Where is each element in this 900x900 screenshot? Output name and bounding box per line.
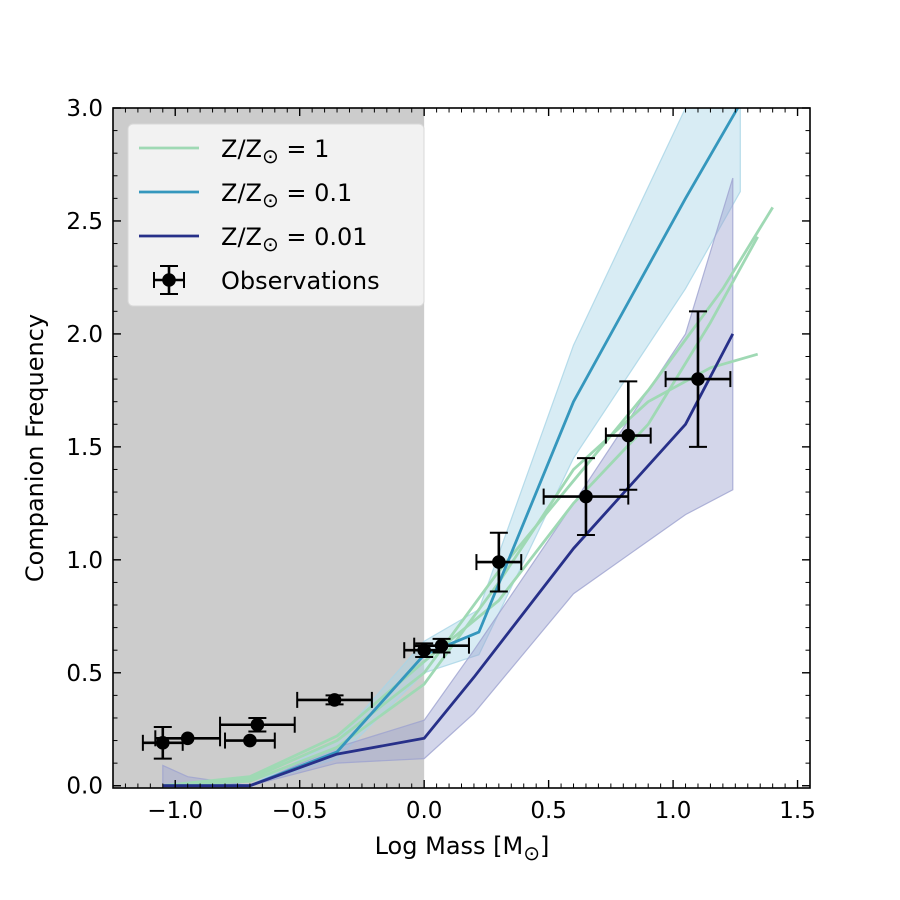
series-line-z1-2 <box>162 236 759 788</box>
y-tick-label: 3.0 <box>66 96 103 122</box>
observations-layer <box>141 310 732 760</box>
observation-point <box>154 730 222 747</box>
legend-entry-z1: Z/Z⊙ = 1 <box>139 135 329 168</box>
legend-label-value: = 0.01 <box>279 223 368 251</box>
x-axis-label: Log Mass [M⊙] <box>375 832 550 865</box>
legend-obs-marker <box>162 273 176 287</box>
legend-label: Z/Z⊙ = 1 <box>221 135 329 168</box>
observation-marker <box>621 428 636 443</box>
y-axis-label: Companion Frequency <box>21 314 49 582</box>
legend-label-prefix: Z/Z <box>221 179 262 207</box>
legend-entry-z001: Z/Z⊙ = 0.01 <box>139 223 368 256</box>
legend-label-value: = 0.1 <box>279 179 353 207</box>
legend-label-prefix: Z/Z <box>221 223 262 251</box>
legend-box <box>127 123 425 307</box>
observation-marker <box>691 372 705 386</box>
x-tick-label: −1.0 <box>147 798 203 824</box>
x-axis-label-bracket: ] <box>540 832 549 860</box>
observation-point <box>413 637 470 654</box>
legend-label-prefix: Z/Z <box>221 135 262 163</box>
observation-point <box>219 716 296 733</box>
legend-label-sun-symbol: ⊙ <box>262 232 279 256</box>
legend-label-sun-symbol: ⊙ <box>262 188 279 212</box>
x-tick-label: 0.5 <box>530 798 567 824</box>
observation-point <box>296 691 373 708</box>
legend-entry-obs: Observations <box>153 265 380 295</box>
axes-layer: −1.0 −0.5 0.0 0.5 1.0 1.5 0.0 0.5 1.0 1.5 2.0 2.5 3.… <box>66 96 815 824</box>
legend-label-value: = 1 <box>279 135 330 163</box>
observation-point <box>604 380 652 491</box>
observation-point <box>224 732 276 749</box>
y-tick-label: 2.5 <box>66 209 103 235</box>
observation-marker <box>492 555 506 569</box>
y-tick-label: 1.0 <box>66 548 103 574</box>
x-axis-label-text: Log Mass [M <box>375 832 524 860</box>
y-tick-label: 2.0 <box>66 322 103 348</box>
x-tick-label: 0.0 <box>406 798 443 824</box>
legend-entry-z01: Z/Z⊙ = 0.1 <box>139 179 352 212</box>
x-tick-label: 1.0 <box>655 798 692 824</box>
observation-point <box>664 310 732 448</box>
x-axis-label-sun-symbol: ⊙ <box>523 841 540 865</box>
series-line-z001-4 <box>162 333 735 788</box>
observation-marker <box>434 638 449 653</box>
observation-marker <box>327 693 342 707</box>
legend: Z/Z⊙ = 1Z/Z⊙ = 0.1Z/Z⊙ = 0.01Observation… <box>127 123 425 307</box>
legend-label-sun-symbol: ⊙ <box>262 144 279 168</box>
observation-marker <box>180 731 195 746</box>
y-tick-label: 0.5 <box>66 661 103 687</box>
y-tick-label: 0.0 <box>66 774 103 800</box>
x-tick-label: −0.5 <box>272 798 328 824</box>
legend-label: Observations <box>221 267 380 295</box>
observation-point <box>475 531 523 593</box>
observation-marker <box>579 489 593 504</box>
observation-point <box>542 457 630 536</box>
x-tick-label: 1.5 <box>779 798 816 824</box>
observation-marker <box>243 733 257 748</box>
y-tick-label: 1.5 <box>66 435 103 461</box>
observation-marker <box>250 717 265 732</box>
legend-label: Z/Z⊙ = 0.01 <box>221 223 368 256</box>
legend-label: Z/Z⊙ = 0.1 <box>221 179 352 212</box>
